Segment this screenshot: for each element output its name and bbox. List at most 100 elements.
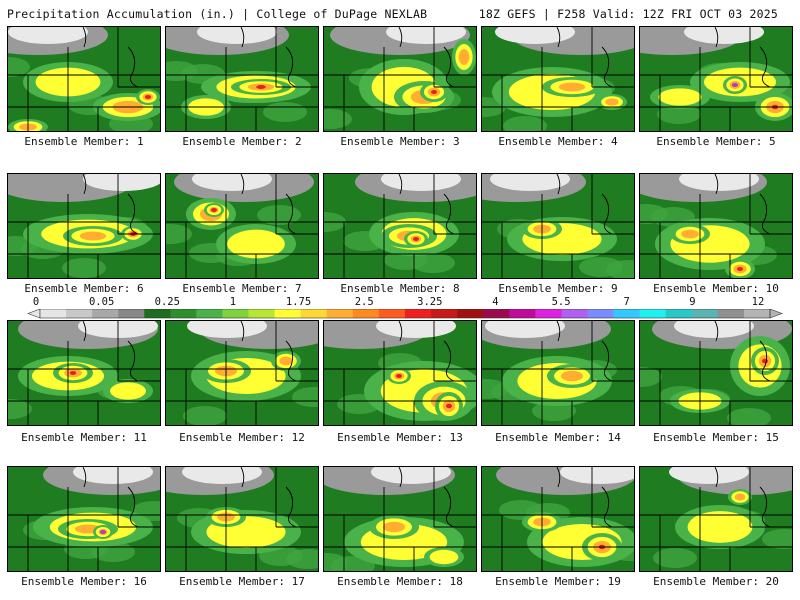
- ensemble-member-map: [165, 26, 319, 132]
- colorbar-swatch: [665, 309, 693, 318]
- colorbar-swatch: [405, 309, 432, 318]
- colorbar-swatch: [66, 309, 93, 318]
- ensemble-member-label: Ensemble Member: 10: [653, 282, 779, 295]
- precip-field: [640, 467, 792, 571]
- ensemble-member-label: Ensemble Member: 15: [653, 431, 779, 444]
- precip-field: [166, 27, 318, 131]
- ensemble-member-label: Ensemble Member: 14: [495, 431, 621, 444]
- colorbar-min-arrow: [27, 309, 41, 319]
- precip-field: [482, 321, 634, 425]
- colorbar-tick-label: 7: [623, 296, 630, 308]
- precip-field: [640, 174, 792, 278]
- header: Precipitation Accumulation (in.) | Colle…: [0, 0, 800, 26]
- ensemble-member-label: Ensemble Member: 18: [337, 575, 463, 588]
- colorbar-swatch: [40, 309, 67, 318]
- ensemble-member-label: Ensemble Member: 7: [182, 282, 302, 295]
- ensemble-member-map: [323, 466, 477, 572]
- colorbar-tick-label: 1.75: [285, 296, 312, 308]
- ensemble-member-map: [639, 320, 793, 426]
- precip-field: [8, 321, 160, 425]
- colorbar-swatch: [691, 309, 719, 318]
- ensemble-member-map: [165, 320, 319, 426]
- colorbar-tick-label: 2.5: [354, 296, 374, 308]
- colorbar-swatch: [378, 309, 406, 318]
- colorbar-swatch: [144, 309, 171, 318]
- colorbar-tick-label: 5.5: [551, 296, 571, 308]
- colorbar-tick-label: 4: [492, 296, 499, 308]
- map-title: Precipitation Accumulation (in.) | Colle…: [7, 7, 428, 21]
- ensemble-member-map: [7, 26, 161, 132]
- ensemble-member-label: Ensemble Member: 3: [340, 135, 460, 148]
- ensemble-member-label: Ensemble Member: 16: [21, 575, 147, 588]
- colorbar-swatch: [352, 309, 380, 318]
- ensemble-member-map: [639, 26, 793, 132]
- colorbar-max-arrow: [769, 309, 783, 319]
- ensemble-member-label: Ensemble Member: 12: [179, 431, 305, 444]
- ensemble-member-map: [481, 320, 635, 426]
- ensemble-member-label: Ensemble Member: 17: [179, 575, 305, 588]
- ensemble-member-map: [165, 173, 319, 279]
- ensemble-member-map: [639, 466, 793, 572]
- precip-field: [482, 27, 634, 131]
- precip-field: [166, 321, 318, 425]
- ensemble-member-label: Ensemble Member: 9: [498, 282, 618, 295]
- precip-field: [8, 174, 160, 278]
- colorbar-tick-label: 0.25: [154, 296, 180, 308]
- precip-field: [166, 174, 318, 278]
- ensemble-member-label: Ensemble Member: 5: [656, 135, 776, 148]
- ensemble-member-map: [323, 173, 477, 279]
- colorbar-tick-label: 12: [751, 296, 765, 308]
- colorbar-swatch: [457, 309, 484, 318]
- colorbar-swatch: [274, 309, 302, 318]
- colorbar-swatch: [118, 309, 145, 318]
- ensemble-member-map: [7, 173, 161, 279]
- precip-field: [482, 174, 634, 278]
- precip-field: [324, 467, 476, 571]
- colorbar-swatch: [613, 309, 640, 318]
- colorbar-swatch: [431, 309, 458, 318]
- colorbar-swatch: [196, 309, 223, 318]
- colorbar-swatch: [743, 309, 771, 318]
- precip-field: [8, 27, 160, 131]
- colorbar-swatch: [170, 309, 197, 318]
- colorbar-swatch: [222, 309, 249, 318]
- ensemble-member-map: [7, 320, 161, 426]
- colorbar-swatch: [326, 309, 354, 318]
- ensemble-member-label: Ensemble Member: 6: [24, 282, 144, 295]
- precip-field: [640, 27, 792, 131]
- precip-field: [324, 27, 476, 131]
- ensemble-member-label: Ensemble Member: 19: [495, 575, 621, 588]
- colorbar-swatch: [535, 309, 562, 318]
- colorbar-swatch: [248, 309, 275, 318]
- ensemble-member-label: Ensemble Member: 1: [24, 135, 144, 148]
- ensemble-member-map: [639, 173, 793, 279]
- ensemble-member-map: [323, 320, 477, 426]
- ensemble-member-map: [481, 173, 635, 279]
- precip-field: [166, 467, 318, 571]
- colorbar-tick-label: 9: [689, 296, 696, 308]
- precip-field: [324, 321, 476, 425]
- precip-field: [482, 467, 634, 571]
- ensemble-member-label: Ensemble Member: 8: [340, 282, 460, 295]
- ensemble-member-map: [323, 26, 477, 132]
- colorbar-swatch: [92, 309, 119, 318]
- colorbar-swatch: [717, 309, 745, 318]
- colorbar-swatch: [483, 309, 510, 318]
- colorbar-scale: [27, 309, 783, 319]
- colorbar-swatch: [561, 309, 588, 318]
- ensemble-member-label: Ensemble Member: 2: [182, 135, 302, 148]
- colorbar-tick-label: 0.05: [88, 296, 115, 308]
- colorbar-tick-label: 3.25: [417, 296, 443, 308]
- ensemble-member-map: [7, 466, 161, 572]
- colorbar-swatch: [639, 309, 667, 318]
- colorbar-swatch: [587, 309, 614, 318]
- ensemble-member-label: Ensemble Member: 13: [337, 431, 463, 444]
- ensemble-member-map: [165, 466, 319, 572]
- colorbar-tick-label: 1: [229, 296, 237, 308]
- colorbar-tick-label: 0: [32, 296, 40, 308]
- valid-time-info: 18Z GEFS | F258 Valid: 12Z FRI OCT 03 20…: [478, 7, 778, 21]
- colorbar-swatch: [509, 309, 536, 318]
- colorbar: 0 0.05 0.25 1 1.75 2.5 3.25 4 5.5 7 9 12: [0, 296, 800, 320]
- colorbar-swatch: [300, 309, 328, 318]
- precip-field: [8, 467, 160, 571]
